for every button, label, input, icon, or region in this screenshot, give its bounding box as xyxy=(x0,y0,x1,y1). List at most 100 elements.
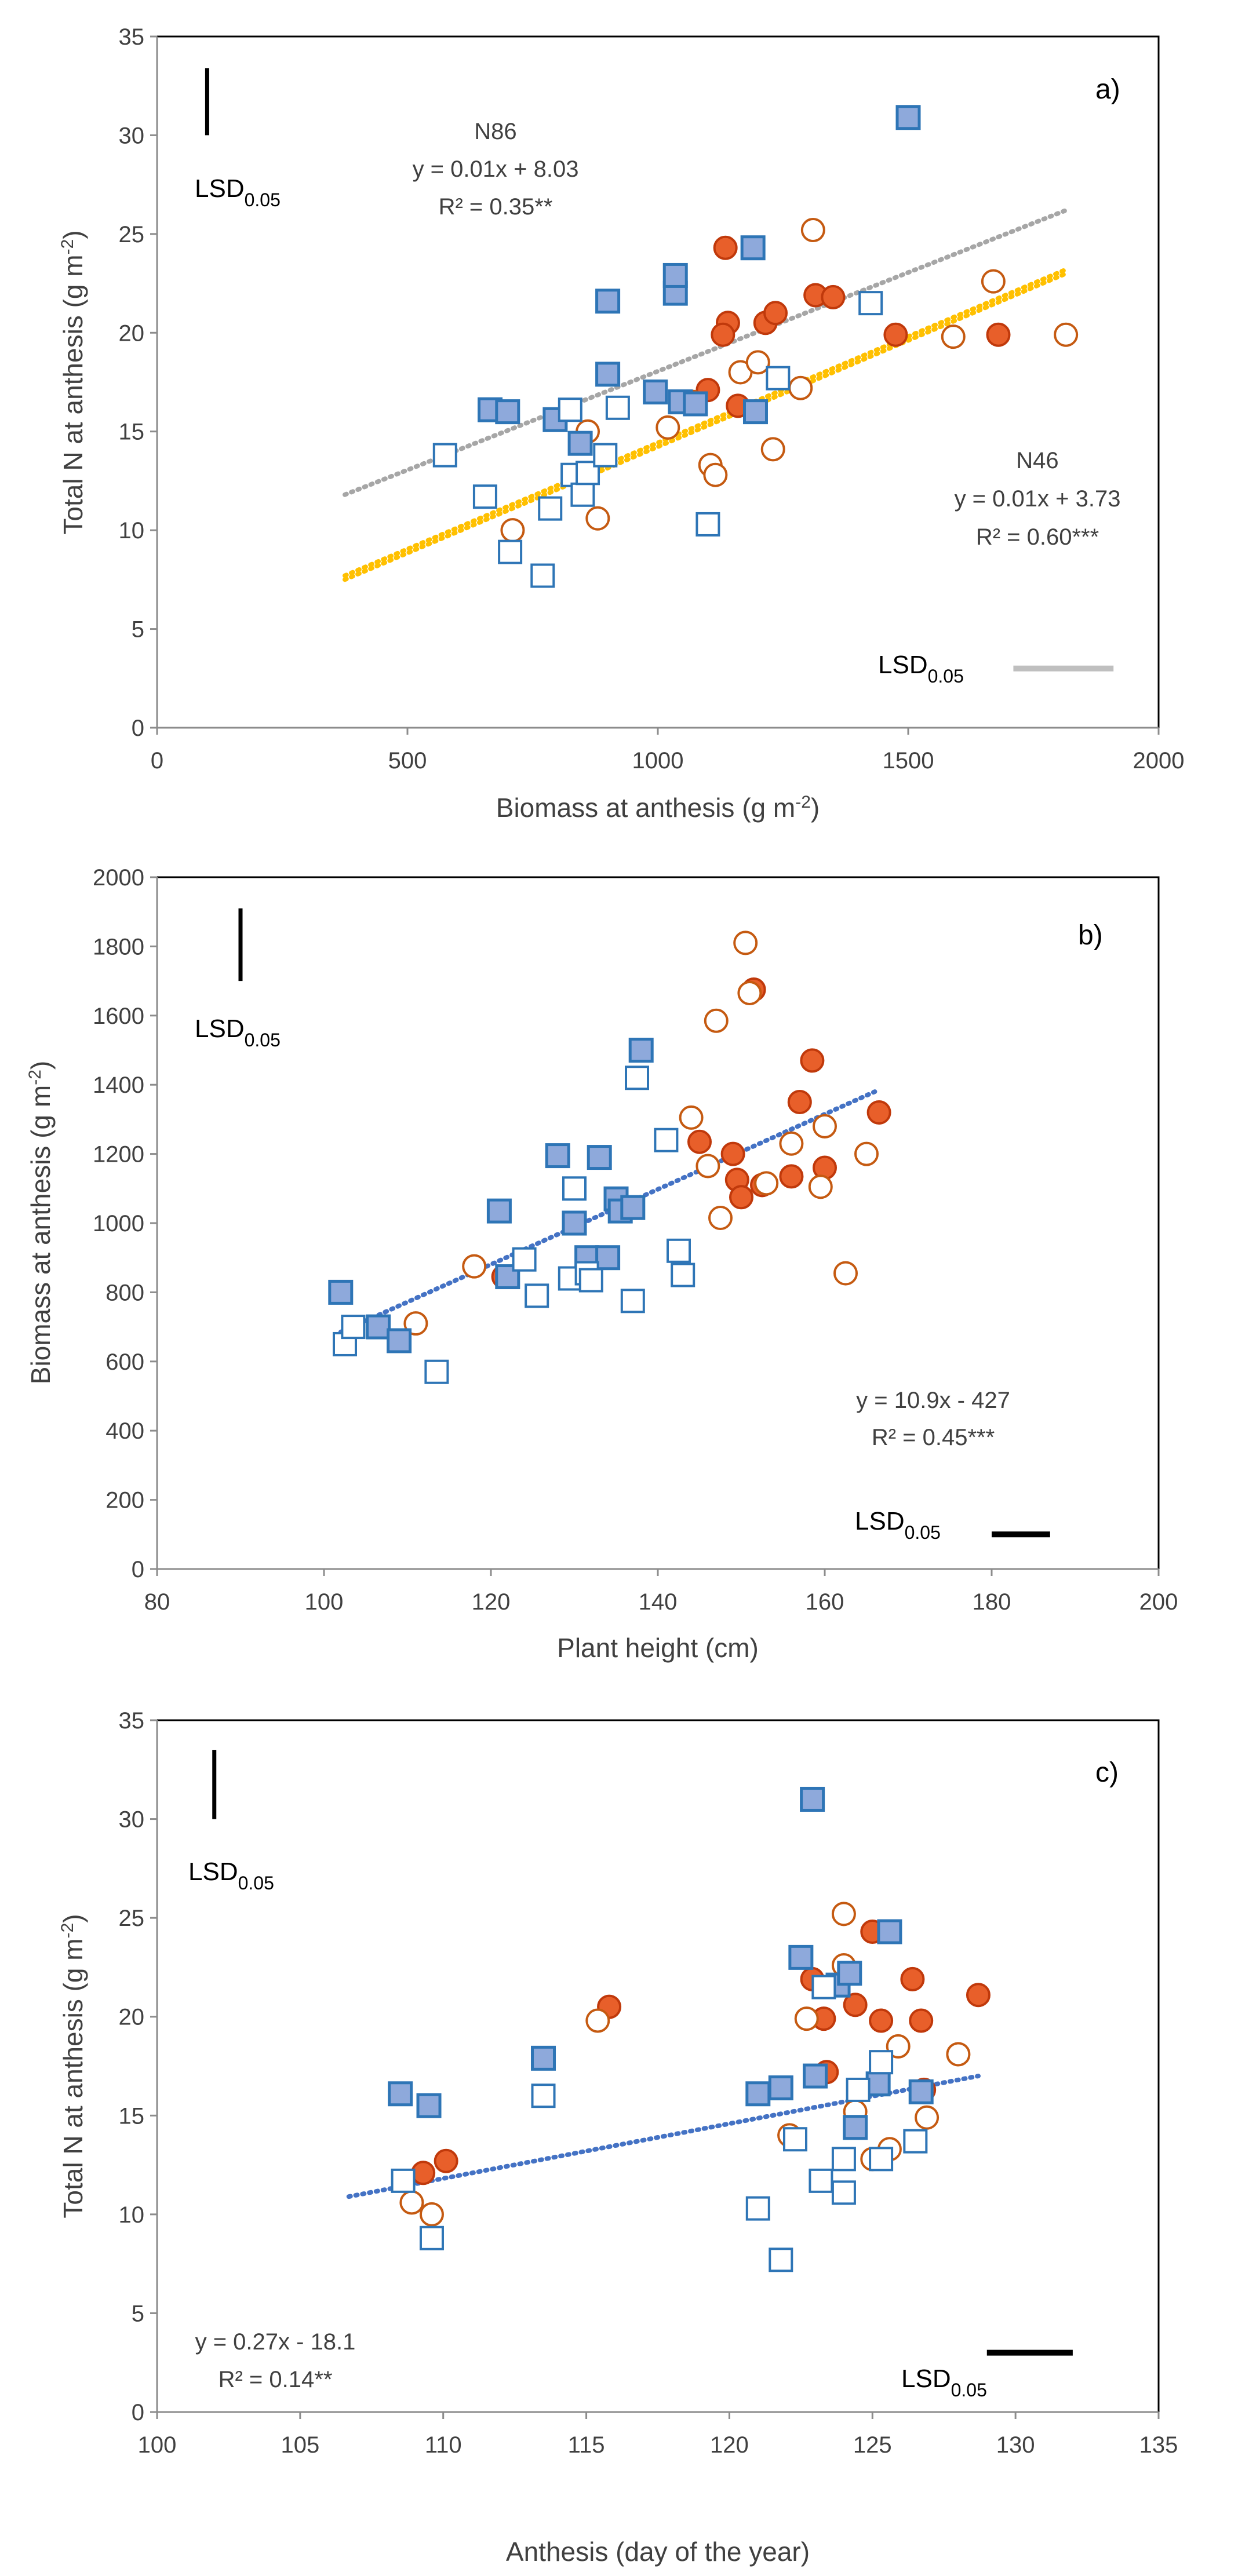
y-tick-label: 30 xyxy=(119,123,145,148)
tick-labels: 0 500 1000 1500 2000 0 5 10 15 20 25 30 35 xyxy=(119,24,1185,773)
data-point-circle xyxy=(787,1090,812,1115)
annotations: y = 0.27x - 18.1 R² = 0.14** xyxy=(195,2329,356,2392)
data-point-square xyxy=(366,1314,391,1340)
annotation-line: y = 0.01x + 8.03 xyxy=(413,156,579,182)
x-tick-label: 125 xyxy=(853,2432,892,2458)
data-point-circle xyxy=(720,1141,745,1166)
data-point-square xyxy=(595,289,621,314)
data-point-circle xyxy=(1054,322,1079,347)
x-tick-label: 1500 xyxy=(883,748,934,773)
data-points xyxy=(432,105,1079,588)
data-point-square xyxy=(587,1145,612,1170)
x-tick-label: 160 xyxy=(806,1589,844,1615)
panel-label: b) xyxy=(1078,920,1103,951)
data-point-square xyxy=(643,380,668,405)
data-point-circle xyxy=(708,1206,733,1231)
data-point-square xyxy=(486,1198,512,1224)
data-point-circle xyxy=(843,1993,868,2017)
data-point-square xyxy=(843,2115,868,2140)
data-point-circle xyxy=(831,1902,856,1926)
data-point-square xyxy=(831,2147,856,2172)
x-tick-label: 500 xyxy=(388,748,427,773)
data-point-circle xyxy=(986,322,1011,347)
data-point-circle xyxy=(779,1131,804,1156)
panel-a: 0 500 1000 1500 2000 0 5 10 15 20 25 30 35 a) N86 y … xyxy=(58,24,1184,823)
data-point-circle xyxy=(813,1114,837,1139)
data-point-square xyxy=(593,443,618,468)
data-point-square xyxy=(620,1289,645,1313)
annotation-line: y = 10.9x - 427 xyxy=(856,1388,1010,1413)
data-point-square xyxy=(837,1961,862,1986)
y-tick-label: 30 xyxy=(119,1807,145,1833)
y-tick-label: 1600 xyxy=(93,1004,144,1029)
data-point-circle xyxy=(419,2202,444,2227)
x-tick-label: 80 xyxy=(144,1589,170,1615)
annotation-line: R² = 0.14** xyxy=(219,2367,333,2392)
panel-label: c) xyxy=(1095,1757,1119,1788)
x-tick-label: 120 xyxy=(472,1589,511,1615)
data-point-circle xyxy=(821,284,846,309)
y-tick-label: 15 xyxy=(119,2103,145,2129)
data-point-square xyxy=(531,2084,556,2108)
y-tick-label: 1400 xyxy=(93,1072,144,1098)
y-tick-label: 1000 xyxy=(93,1211,144,1236)
data-point-square xyxy=(683,391,708,417)
data-points xyxy=(328,931,891,1384)
y-tick-label: 10 xyxy=(119,518,145,543)
trendlines xyxy=(238,908,1050,1538)
data-point-circle xyxy=(745,350,770,375)
data-point-square xyxy=(498,539,523,564)
data-point-square xyxy=(811,1975,836,1999)
data-point-square xyxy=(745,2081,771,2107)
data-point-square xyxy=(800,1786,825,1812)
data-point-square xyxy=(387,1328,412,1353)
x-axis-title: Biomass at anthesis (g m-2) xyxy=(496,793,820,823)
data-point-square xyxy=(695,512,720,537)
data-point-square xyxy=(341,1315,366,1340)
plot-frame xyxy=(156,876,1160,1570)
x-tick-label: 120 xyxy=(710,2432,749,2458)
y-tick-label: 5 xyxy=(132,2301,144,2326)
data-point-circle xyxy=(695,1154,720,1178)
data-point-circle xyxy=(733,931,758,955)
data-point-square xyxy=(745,2196,770,2221)
data-point-square xyxy=(788,1944,814,1970)
data-point-square xyxy=(831,2180,856,2205)
data-point-square xyxy=(742,399,768,425)
data-point-circle xyxy=(656,415,680,440)
data-point-square xyxy=(654,1128,679,1152)
data-point-circle xyxy=(713,235,738,260)
data-point-circle xyxy=(679,1105,704,1130)
y-tick-label: 0 xyxy=(132,2400,144,2425)
data-point-circle xyxy=(763,301,788,326)
trendline xyxy=(338,1089,877,1335)
annotation-line: N86 xyxy=(474,119,516,144)
data-point-square xyxy=(768,2075,793,2101)
data-point-square xyxy=(419,2225,444,2250)
y-axis-title: Biomass at anthesis (g m-2) xyxy=(26,1061,56,1384)
data-point-circle xyxy=(869,2008,894,2033)
data-point-square xyxy=(595,1245,621,1271)
y-tick-label: 0 xyxy=(132,716,144,741)
data-point-circle xyxy=(866,1100,891,1125)
data-point-square xyxy=(562,1210,587,1236)
data-point-square xyxy=(512,1247,537,1272)
data-point-square xyxy=(495,399,520,425)
data-point-circle xyxy=(703,462,728,487)
y-tick-label: 800 xyxy=(105,1280,144,1305)
x-tick-label: 140 xyxy=(639,1589,678,1615)
data-point-square xyxy=(545,1143,570,1169)
data-point-square xyxy=(424,1359,449,1384)
data-point-circle xyxy=(729,1185,753,1210)
data-point-circle xyxy=(411,2161,436,2185)
data-point-circle xyxy=(833,1261,858,1286)
x-tick-label: 200 xyxy=(1139,1589,1178,1615)
y-tick-label: 200 xyxy=(105,1488,144,1513)
data-point-circle xyxy=(915,2105,940,2130)
data-point-square xyxy=(562,1176,587,1201)
y-tick-label: 5 xyxy=(132,617,144,643)
data-point-square xyxy=(432,443,457,468)
data-point-square xyxy=(558,397,582,422)
y-tick-label: 35 xyxy=(119,24,145,50)
